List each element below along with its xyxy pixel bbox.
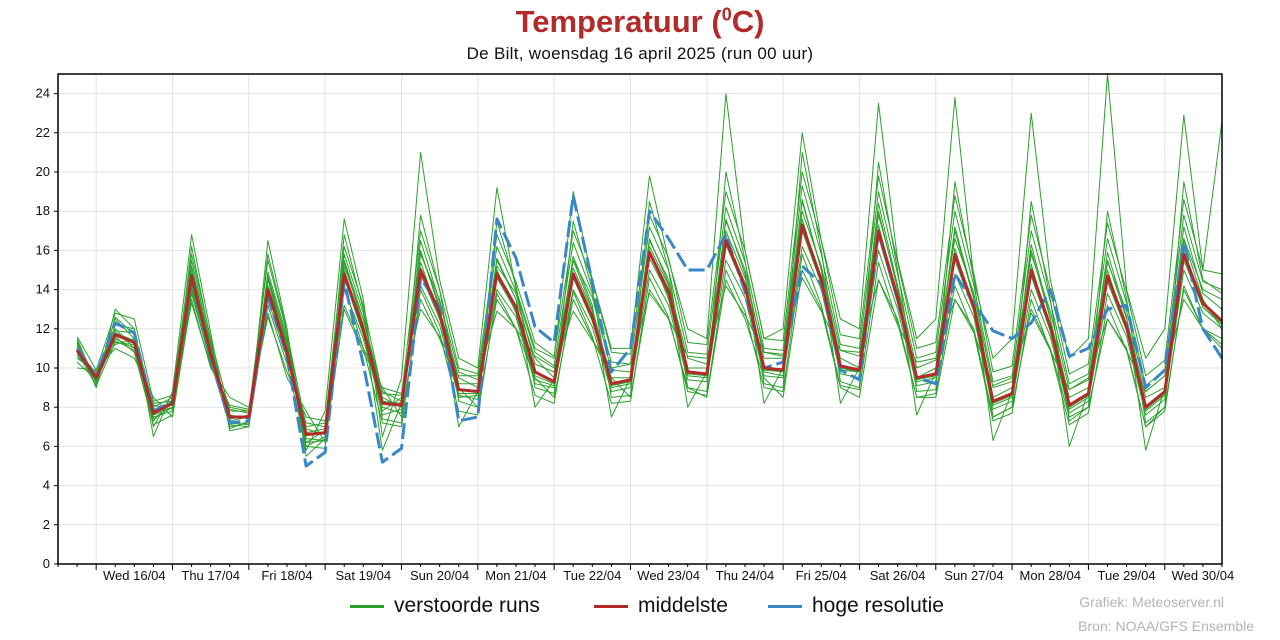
perturbed-run-line-5 [76,210,1223,443]
chart-title: Temperatuur (0C) [0,4,1280,40]
x-day-label: Wed 23/04 [637,568,700,583]
x-day-label: Sun 27/04 [944,568,1003,583]
x-day-label: Fri 18/04 [261,568,312,583]
y-tick-label: 22 [36,125,50,140]
chart-subtitle: De Bilt, woensdag 16 april 2025 (run 00 … [466,44,814,63]
x-day-label: Fri 25/04 [796,568,847,583]
legend-item-perturbed: verstoorde runs [350,594,540,618]
y-tick-label: 4 [43,478,50,493]
legend: verstoorde runs middelste hoge resolutie [0,594,1280,624]
perturbed-run-line-14 [76,198,1223,457]
y-tick-label: 2 [43,517,50,532]
legend-item-median: middelste [594,594,728,618]
perturbed-run-line-13 [76,277,1223,422]
y-tick-label: 10 [36,360,50,375]
perturbed-run-line-12 [76,151,1223,443]
x-day-label: Wed 30/04 [1172,568,1235,583]
y-tick-label: 18 [36,203,50,218]
y-tick-label: 0 [43,556,50,571]
legend-label-perturbed: verstoorde runs [394,594,540,617]
x-day-label: Sat 19/04 [335,568,391,583]
legend-swatch-median [594,604,628,608]
legend-label-highres: hoge resolutie [812,594,944,617]
x-day-label: Thu 24/04 [716,568,775,583]
y-tick-label: 6 [43,438,50,453]
x-day-label: Sun 20/04 [410,568,469,583]
plot-frame [57,73,1223,565]
x-day-label: Tue 22/04 [563,568,621,583]
perturbed-run-line-3 [76,73,1223,451]
chart-title-end: C) [731,4,765,39]
y-tick-label: 14 [36,282,50,297]
x-day-label: Tue 29/04 [1098,568,1156,583]
chart-title-text: Temperatuur ( [515,4,722,39]
x-day-label: Mon 28/04 [1020,568,1081,583]
legend-label-median: middelste [638,594,728,617]
y-tick-label: 20 [36,164,50,179]
legend-item-highres: hoge resolutie [768,594,944,618]
y-tick-label: 8 [43,399,50,414]
perturbed-run-line-4 [77,269,1223,443]
y-tick-label: 12 [36,321,50,336]
credit-graph: Grafiek: Meteoserver.nl [1079,594,1224,610]
y-tick-label: 16 [36,242,50,257]
median-line [75,223,1224,437]
legend-swatch-perturbed [350,604,384,608]
credit-source: Bron: NOAA/GFS Ensemble [1078,618,1254,634]
legend-swatch-highres [768,604,802,608]
chart-title-sup: 0 [721,4,732,25]
x-day-label: Wed 16/04 [103,568,166,583]
x-day-label: Mon 21/04 [485,568,546,583]
x-day-label: Thu 17/04 [181,568,240,583]
y-tick-label: 24 [36,86,50,101]
x-day-label: Sat 26/04 [870,568,926,583]
perturbed-run-line-7 [76,185,1223,441]
